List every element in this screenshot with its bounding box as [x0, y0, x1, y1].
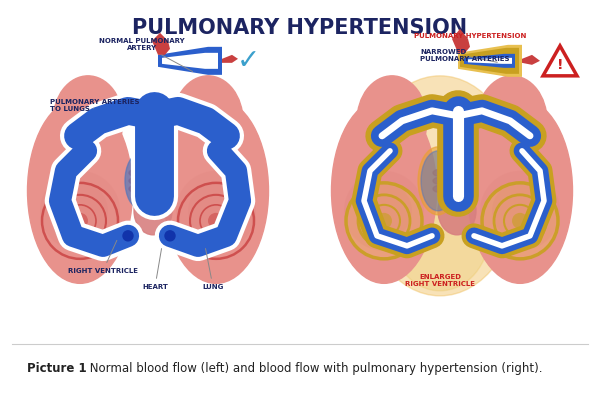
- Text: HEART: HEART: [142, 248, 168, 290]
- Text: PULMONARY HYPERTENSION: PULMONARY HYPERTENSION: [414, 33, 526, 39]
- Text: ✓: ✓: [236, 47, 260, 75]
- Text: LUNG: LUNG: [202, 248, 224, 290]
- Ellipse shape: [418, 147, 458, 215]
- Circle shape: [356, 183, 412, 239]
- Polygon shape: [468, 58, 512, 64]
- Circle shape: [344, 171, 424, 251]
- Ellipse shape: [457, 177, 471, 184]
- Circle shape: [492, 183, 548, 239]
- Circle shape: [72, 213, 88, 229]
- Text: PULMONARY ARTERIES
TO LUNGS: PULMONARY ARTERIES TO LUNGS: [50, 99, 139, 112]
- Polygon shape: [222, 55, 238, 63]
- Ellipse shape: [433, 169, 447, 176]
- Ellipse shape: [153, 177, 167, 184]
- Text: ENLARGED
RIGHT VENTRICLE: ENLARGED RIGHT VENTRICLE: [405, 274, 475, 287]
- Polygon shape: [452, 29, 470, 53]
- Polygon shape: [152, 33, 170, 55]
- Text: PULMONARY HYPERTENSION: PULMONARY HYPERTENSION: [133, 18, 467, 38]
- Ellipse shape: [331, 98, 437, 283]
- Circle shape: [480, 171, 560, 251]
- Ellipse shape: [438, 187, 476, 235]
- Polygon shape: [522, 55, 540, 65]
- Circle shape: [52, 183, 108, 239]
- Ellipse shape: [433, 177, 447, 184]
- Ellipse shape: [457, 185, 471, 192]
- Ellipse shape: [134, 187, 172, 235]
- Circle shape: [123, 231, 133, 241]
- Ellipse shape: [457, 169, 471, 176]
- Circle shape: [188, 183, 244, 239]
- Ellipse shape: [173, 76, 243, 166]
- Ellipse shape: [433, 185, 447, 192]
- Text: RIGHT VENTRICLE: RIGHT VENTRICLE: [68, 240, 138, 274]
- Ellipse shape: [53, 76, 123, 166]
- Ellipse shape: [125, 154, 155, 208]
- Ellipse shape: [153, 185, 167, 192]
- Ellipse shape: [360, 76, 520, 296]
- Circle shape: [40, 171, 120, 251]
- Polygon shape: [458, 45, 522, 77]
- Text: Picture 1: Picture 1: [27, 362, 86, 375]
- Ellipse shape: [153, 169, 167, 176]
- Ellipse shape: [129, 185, 143, 192]
- Circle shape: [165, 231, 175, 241]
- Ellipse shape: [129, 169, 143, 176]
- Circle shape: [482, 183, 558, 259]
- Polygon shape: [158, 47, 222, 75]
- Circle shape: [176, 171, 256, 251]
- Ellipse shape: [467, 98, 572, 283]
- Ellipse shape: [421, 151, 455, 211]
- Polygon shape: [162, 53, 218, 69]
- Text: NORMAL PULMONARY
ARTERY: NORMAL PULMONARY ARTERY: [99, 38, 193, 72]
- Ellipse shape: [163, 98, 269, 283]
- Ellipse shape: [357, 76, 427, 166]
- Ellipse shape: [129, 177, 143, 184]
- Ellipse shape: [477, 76, 547, 166]
- Ellipse shape: [390, 171, 490, 291]
- Text: !: !: [557, 58, 563, 72]
- Circle shape: [376, 213, 392, 229]
- Polygon shape: [464, 54, 515, 68]
- Text: Normal blood flow (left) and blood flow with pulmonary hypertension (right).: Normal blood flow (left) and blood flow …: [86, 362, 542, 375]
- Polygon shape: [543, 46, 577, 76]
- Text: NARROWED
PULMONARY ARTERIES: NARROWED PULMONARY ARTERIES: [420, 49, 509, 62]
- Ellipse shape: [28, 98, 133, 283]
- Polygon shape: [460, 48, 519, 74]
- Circle shape: [346, 183, 422, 259]
- Circle shape: [208, 213, 224, 229]
- Circle shape: [512, 213, 528, 229]
